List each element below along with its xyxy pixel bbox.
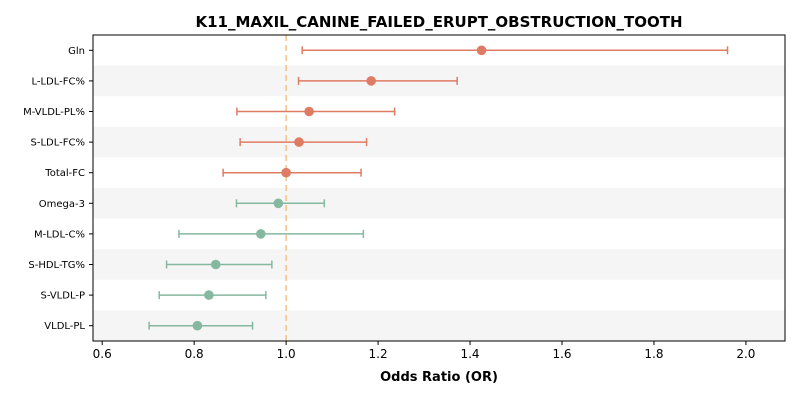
data-marks <box>148 45 729 331</box>
y-tick-label: Omega-3 <box>39 199 85 210</box>
odds-ratio-point <box>366 76 376 86</box>
x-tick-label: 1.4 <box>460 347 479 361</box>
x-tick-label: 1.8 <box>644 347 663 361</box>
odds-ratio-point <box>476 45 487 56</box>
odds-ratio-point <box>273 198 284 209</box>
y-tick-label: Total-FC <box>44 168 85 179</box>
x-tick-label: 1.2 <box>369 347 388 361</box>
odds-ratio-point <box>204 290 214 300</box>
x-tick-label: 0.6 <box>93 347 112 361</box>
row-shade <box>93 126 785 158</box>
y-tick-label: Gln <box>68 46 85 57</box>
x-tick-label: 1.0 <box>277 347 296 361</box>
plot-frame <box>92 34 786 342</box>
y-tick-label: M-VLDL-PL% <box>23 107 85 118</box>
row-mark <box>178 229 365 239</box>
x-axis-label: Odds Ratio (OR) <box>380 370 498 385</box>
row-mark <box>235 198 326 209</box>
y-tick-label: M-LDL-C% <box>34 229 85 240</box>
row-mark <box>158 290 267 300</box>
chart-title: K11_MAXIL_CANINE_FAILED_ERUPT_OBSTRUCTIO… <box>195 13 682 31</box>
y-tick-label: S-LDL-FC% <box>31 138 85 149</box>
row-mark <box>148 320 254 331</box>
y-tick-label: L-LDL-FC% <box>31 76 85 87</box>
row-shading <box>93 65 785 341</box>
row-mark <box>297 76 458 86</box>
x-tick-labels: 0.6 0.8 1.0 1.2 1.4 1.6 1.8 2.0 <box>93 341 755 361</box>
x-tick-label: 2.0 <box>736 347 755 361</box>
row-mark <box>222 167 362 178</box>
odds-ratio-point <box>210 259 221 270</box>
odds-ratio-point <box>304 106 314 117</box>
odds-ratio-point <box>192 320 203 331</box>
y-tick-label: S-HDL-TG% <box>28 260 85 271</box>
row-mark <box>236 106 396 117</box>
y-tick-label: S-VLDL-P <box>40 291 85 302</box>
x-tick-label: 0.8 <box>185 347 204 361</box>
row-mark <box>165 259 273 270</box>
row-mark <box>239 137 368 147</box>
row-mark <box>301 45 729 56</box>
odds-ratio-point <box>256 229 266 239</box>
axes <box>92 34 786 342</box>
odds-ratio-point <box>294 137 304 147</box>
odds-ratio-point <box>281 167 291 178</box>
y-tick-labels: Gln L-LDL-FC% M-VLDL-PL% S-LDL-FC% Total-FC O… <box>23 46 93 332</box>
y-tick-label: VLDL-PL <box>44 321 85 332</box>
row-shade <box>93 188 785 219</box>
x-tick-label: 1.6 <box>552 347 571 361</box>
